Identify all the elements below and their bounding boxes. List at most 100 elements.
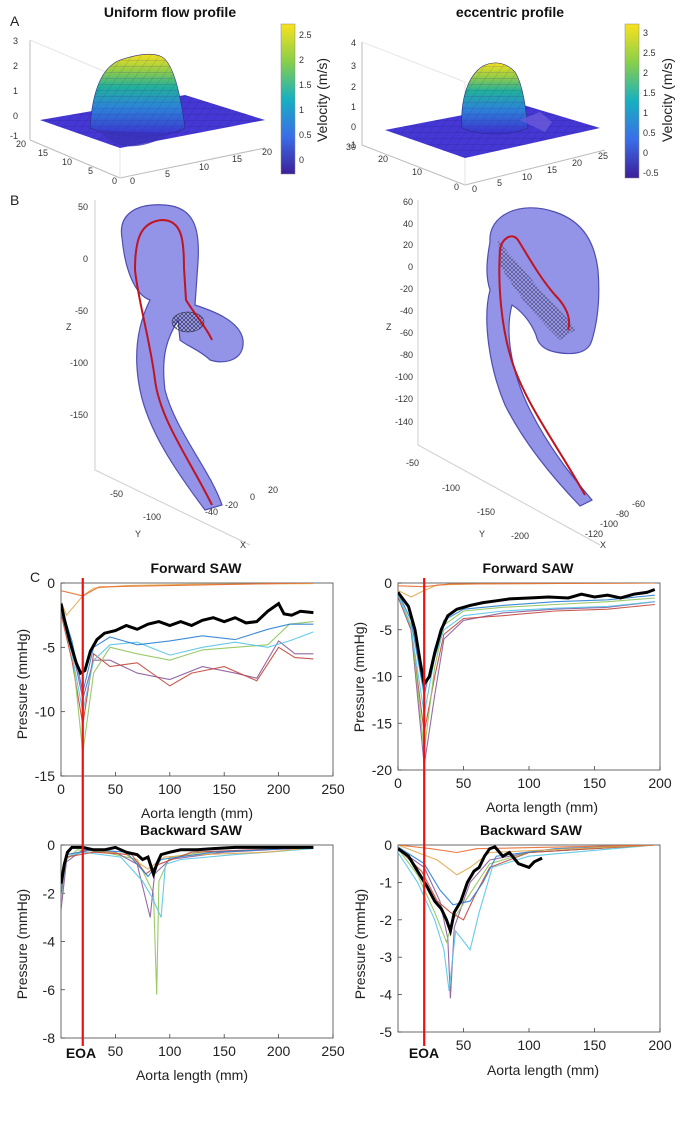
y-tick: -50 [110, 489, 123, 499]
forward-saw-uniform-title: Forward SAW [150, 560, 242, 576]
x-tick: -100 [600, 519, 618, 529]
cbar-tick: 0.5 [643, 128, 656, 138]
x-tick-label: 200 [648, 1037, 672, 1053]
colorbar-eccentric [624, 23, 640, 179]
cbar-tick: 1.5 [299, 80, 312, 90]
z-tick: -1 [10, 131, 18, 141]
panel-label-c: C [30, 569, 40, 585]
x-tick-label: 50 [108, 781, 124, 797]
colorbar-label-eccentric: Velocity (m/s) [659, 58, 675, 142]
x-tick-label: 0 [57, 781, 65, 797]
y-tick-label: 0 [384, 575, 392, 591]
x-tick: 15 [547, 165, 557, 175]
cbar-tick: 2 [643, 68, 648, 78]
z-tick: 3 [13, 36, 18, 46]
series-line-4 [398, 594, 655, 715]
x-tick: 15 [232, 154, 242, 164]
x-tick-label: 100 [158, 1043, 182, 1059]
y-tick-label: -5 [380, 622, 393, 638]
cbar-tick: 1 [299, 105, 304, 115]
x-tick-label: 200 [267, 781, 291, 797]
forward-saw-eccentric-xlabel: Aorta length (mm) [486, 799, 598, 815]
z-tick: -140 [395, 417, 413, 427]
x-tick: 0 [130, 176, 135, 186]
colorbar-uniform [280, 23, 296, 175]
cbar-tick: 2.5 [643, 48, 656, 58]
series-line-3 [61, 608, 314, 753]
cbar-tick: -0.5 [643, 168, 659, 178]
aorta-mesh-eccentric: 60 40 20 0 -20 -40 -60 -80 -100 -120 -14… [386, 197, 645, 550]
forward-saw-eccentric-title: Forward SAW [482, 560, 574, 576]
x-tick: 0 [472, 184, 477, 194]
x-tick-label: 150 [583, 775, 607, 791]
colorbar-label-uniform: Velocity (m/s) [314, 58, 330, 142]
uniform-title: Uniform flow profile [104, 4, 236, 20]
y-tick: 15 [38, 148, 48, 158]
centerline-eccentric [499, 235, 571, 331]
z-tick: -60 [400, 328, 413, 338]
series-line-3 [61, 848, 314, 918]
x-tick-label: 0 [394, 775, 402, 791]
cbar-tick: 3 [643, 28, 648, 38]
y-tick-label: -3 [380, 949, 393, 965]
y-tick: -100 [442, 483, 460, 493]
x-tick: 25 [598, 151, 608, 161]
cbar-tick: 0.5 [299, 130, 312, 140]
panel-label-a: A [10, 13, 20, 29]
y-tick-label: -10 [372, 669, 392, 685]
z-tick: 20 [403, 240, 413, 250]
x-tick: 5 [497, 178, 502, 188]
centerline-eccentric-desc [498, 249, 586, 496]
series-line-6 [398, 845, 655, 876]
z-tick: 2 [13, 61, 18, 71]
z-tick: -80 [400, 350, 413, 360]
backward-saw-eccentric-xlabel: Aorta length (mm) [487, 1062, 599, 1078]
z-tick: 3 [351, 61, 356, 71]
eoa-label-uniform: EOA [66, 1045, 96, 1061]
y-axis-label: Y [479, 529, 485, 539]
x-tick-label: 250 [321, 1043, 345, 1059]
mesh-inlet-eccentric [498, 240, 575, 340]
x-tick-label: 200 [267, 1043, 291, 1059]
panel-label-b: B [10, 192, 19, 208]
cbar-tick: 2.5 [299, 30, 312, 40]
series-line-3 [398, 593, 655, 752]
z-tick: -1 [348, 140, 356, 150]
y-tick-label: -2 [43, 885, 56, 901]
z-tick: 50 [78, 202, 88, 212]
plot-area [397, 582, 661, 771]
backward-saw-uniform-xlabel: Aorta length (mm) [136, 1067, 248, 1083]
x-tick: 20 [572, 158, 582, 168]
aorta-eccentric-y-ticks: -50 -100 -150 -200 [406, 458, 529, 541]
x-tick-label: 150 [583, 1037, 607, 1053]
x-tick: -80 [616, 509, 629, 519]
z-tick: 40 [403, 219, 413, 229]
vessel-uniform [120, 204, 244, 511]
aorta-uniform-y-ticks: -50 -100 [110, 489, 161, 522]
z-axis-label: Z [386, 322, 392, 332]
mean-line [61, 845, 314, 884]
forward-saw-eccentric-ylabel: Pressure (mmHg) [351, 622, 367, 732]
surface-plot-eccentric: eccentric profile 4 3 2 1 0 -1 30 20 10 … [346, 4, 675, 194]
series-line-5 [398, 592, 655, 696]
aorta-uniform-z-ticks: 50 0 -50 -100 -150 [70, 202, 88, 420]
x-tick: 20 [262, 147, 272, 157]
z-tick: -40 [400, 306, 413, 316]
x-tick: -20 [225, 500, 238, 510]
x-tick: 5 [165, 169, 170, 179]
aorta-eccentric-x-ticks: -120 -100 -80 -60 [585, 499, 645, 539]
y-tick: 30 [346, 142, 356, 152]
x-tick-label: 50 [456, 775, 472, 791]
forward-saw-uniform-xlabel: Aorta length (mm) [141, 805, 253, 821]
z-tick: 0 [83, 254, 88, 264]
y-tick-label: -4 [380, 987, 393, 1003]
surface-plot-uniform: Uniform flow profile 3 2 1 0 -1 20 15 10… [10, 4, 330, 186]
forward-saw-eccentric-plot: Forward SAW Aorta length (mm) Pressure (… [351, 560, 672, 815]
y-tick-label: -2 [380, 912, 393, 928]
x-tick: -60 [632, 499, 645, 509]
z-tick: 0 [351, 122, 356, 132]
y-tick-label: -10 [35, 704, 55, 720]
z-tick: -100 [70, 358, 88, 368]
backward-saw-eccentric-title: Backward SAW [480, 822, 583, 838]
cbar-tick: 1 [643, 108, 648, 118]
